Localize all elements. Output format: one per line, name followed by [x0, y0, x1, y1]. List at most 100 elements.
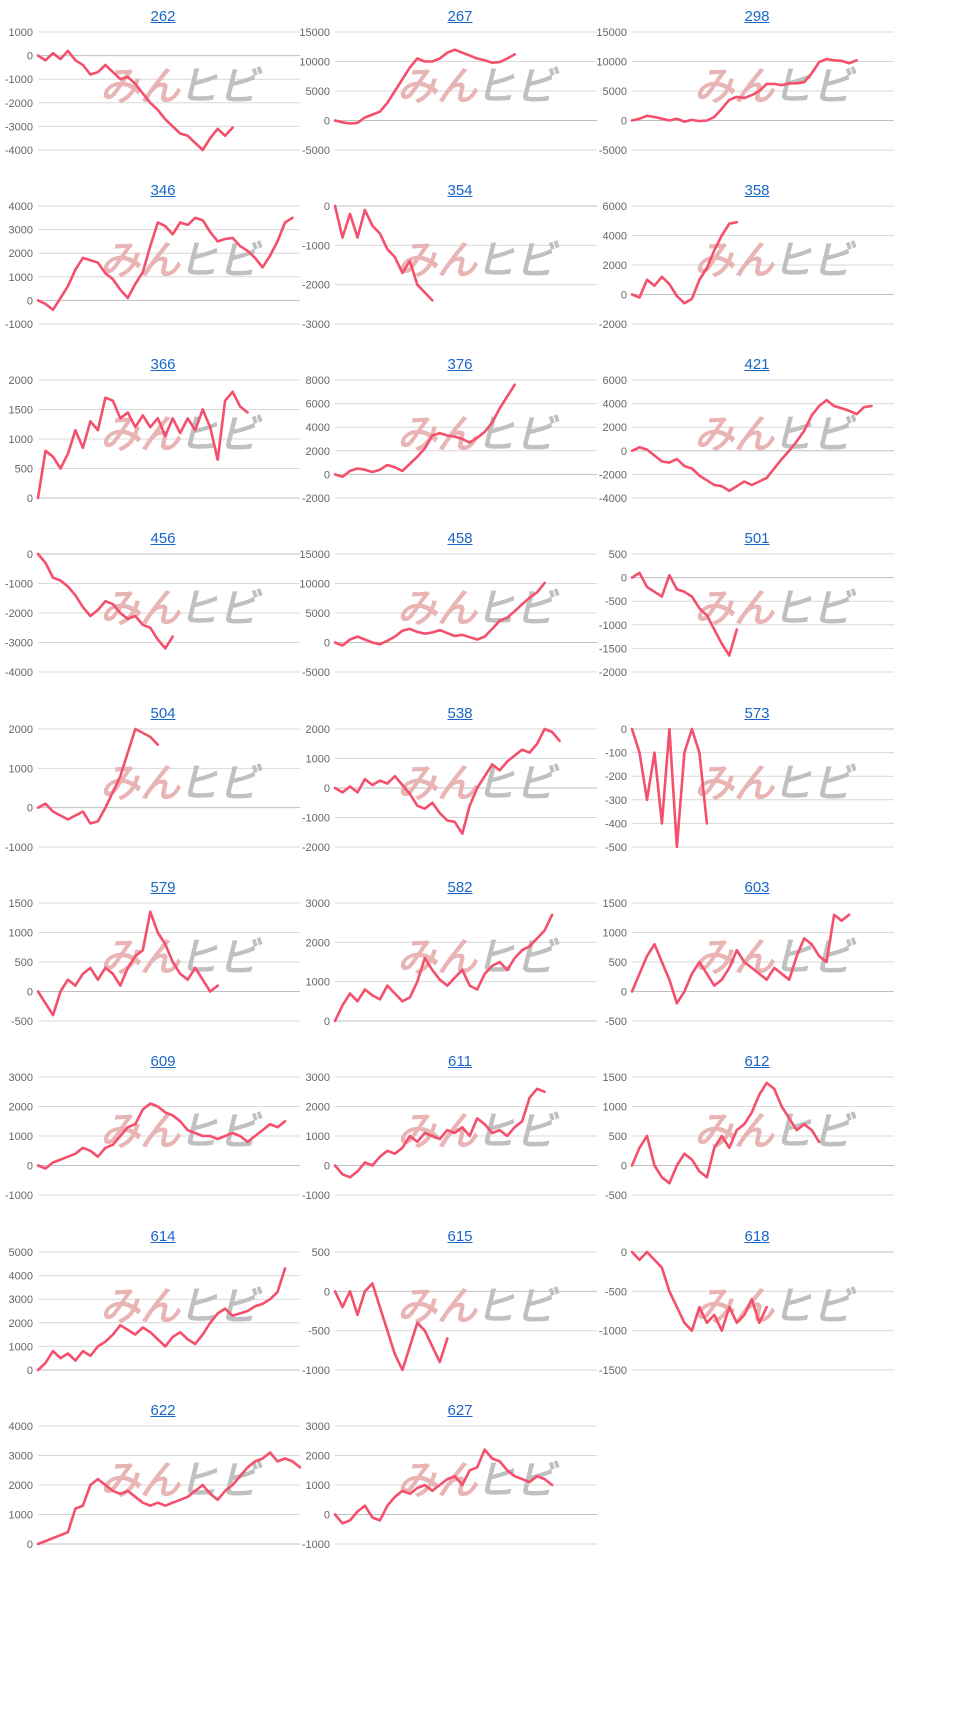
data-point — [209, 137, 211, 139]
chart-title-link[interactable]: 458 — [447, 530, 473, 547]
data-point — [364, 468, 366, 470]
chart-title-link[interactable]: 421 — [744, 356, 770, 373]
data-point — [379, 468, 381, 470]
y-tick-label: -1500 — [599, 1365, 627, 1377]
chart-title-link[interactable]: 456 — [150, 530, 176, 547]
data-point — [371, 1282, 373, 1284]
data-point — [239, 405, 241, 407]
data-point — [59, 58, 61, 60]
y-tick-label: 0 — [27, 987, 33, 999]
data-point — [44, 303, 46, 305]
chart-title-link[interactable]: 622 — [150, 1402, 176, 1419]
data-point — [713, 116, 715, 118]
y-tick-label: 4000 — [603, 231, 627, 243]
data-point — [728, 1147, 730, 1149]
data-point — [371, 224, 373, 226]
chart-title-link[interactable]: 627 — [447, 1402, 473, 1419]
data-point — [528, 1096, 530, 1098]
y-tick: 4000 — [9, 1421, 33, 1433]
data-point — [44, 1167, 46, 1169]
y-tick-label: -3000 — [5, 121, 33, 133]
data-point — [706, 822, 708, 824]
data-point — [134, 83, 136, 85]
chart-title-link[interactable]: 615 — [447, 1228, 473, 1245]
chart-panel: 618 0 -500 -1000 -1500 みん ヒビ — [594, 1220, 920, 1411]
chart-title-link[interactable]: 582 — [447, 879, 473, 896]
chart-title-link[interactable]: 366 — [150, 356, 176, 373]
data-point — [431, 60, 433, 62]
data-point — [631, 1164, 633, 1166]
chart-title-link[interactable]: 262 — [150, 8, 176, 25]
chart-panel: 346 4000 3000 2000 1000 0 -1000 みん ヒビ — [0, 174, 326, 365]
data-point — [97, 1345, 99, 1347]
data-point — [37, 806, 39, 808]
data-point — [653, 751, 655, 753]
chart-title-link[interactable]: 354 — [447, 182, 473, 199]
y-tick: 6000 — [603, 375, 627, 387]
y-tick: 15000 — [596, 27, 627, 39]
chart-title-link[interactable]: 538 — [447, 705, 473, 722]
data-point — [536, 743, 538, 745]
y-tick: 4000 — [9, 1271, 33, 1283]
chart-title-link[interactable]: 298 — [744, 8, 770, 25]
data-point — [401, 1490, 403, 1492]
data-point — [506, 57, 508, 59]
data-point — [82, 257, 84, 259]
data-point — [89, 967, 91, 969]
chart-title-link[interactable]: 504 — [150, 705, 176, 722]
chart-title-link[interactable]: 573 — [744, 705, 770, 722]
data-point — [224, 135, 226, 137]
chart-title-link[interactable]: 609 — [150, 1053, 176, 1070]
chart-panel: 582 3000 2000 1000 0 みん ヒビ — [297, 871, 623, 1062]
chart-title-link[interactable]: 614 — [150, 1228, 176, 1245]
y-tick: -1000 — [5, 579, 33, 591]
data-point — [119, 984, 121, 986]
data-point — [97, 429, 99, 431]
chart-title-link[interactable]: 376 — [447, 356, 473, 373]
data-point — [691, 595, 693, 597]
data-point — [386, 102, 388, 104]
chart-title-link[interactable]: 358 — [744, 182, 770, 199]
data-point — [261, 1457, 263, 1459]
data-point — [484, 1123, 486, 1125]
data-point — [134, 955, 136, 957]
chart-title-link[interactable]: 618 — [744, 1228, 770, 1245]
y-tick: -1000 — [5, 74, 33, 86]
data-point — [134, 1123, 136, 1125]
chart-title-link[interactable]: 612 — [744, 1053, 770, 1070]
y-tick-label: 5000 — [306, 608, 330, 620]
y-tick-label: -1000 — [5, 319, 33, 331]
chart-title-link[interactable]: 501 — [744, 530, 770, 547]
data-point — [461, 1484, 463, 1486]
chart-title-link[interactable]: 346 — [150, 182, 176, 199]
chart-title-link[interactable]: 579 — [150, 879, 176, 896]
data-point — [356, 1510, 358, 1512]
data-point — [74, 429, 76, 431]
data-point — [833, 59, 835, 61]
y-tick: -1000 — [302, 1365, 330, 1377]
y-tick: 0 — [324, 1286, 330, 1298]
data-point — [187, 135, 189, 137]
data-point — [371, 471, 373, 473]
y-tick-label: 0 — [324, 1510, 330, 1522]
chart-title-link[interactable]: 267 — [447, 8, 473, 25]
data-point — [431, 802, 433, 804]
data-point — [37, 497, 39, 499]
data-point — [668, 979, 670, 981]
y-tick: -500 — [605, 1016, 627, 1028]
data-point — [89, 1355, 91, 1357]
y-tick: -2000 — [302, 280, 330, 292]
chart-title-link[interactable]: 603 — [744, 879, 770, 896]
data-point — [194, 429, 196, 431]
data-point — [386, 782, 388, 784]
data-point — [142, 732, 144, 734]
y-tick: 5000 — [306, 86, 330, 98]
chart-title-link[interactable]: 611 — [448, 1053, 472, 1070]
data-point — [201, 1484, 203, 1486]
data-point — [356, 467, 358, 469]
data-point — [291, 217, 293, 219]
data-point — [721, 234, 723, 236]
